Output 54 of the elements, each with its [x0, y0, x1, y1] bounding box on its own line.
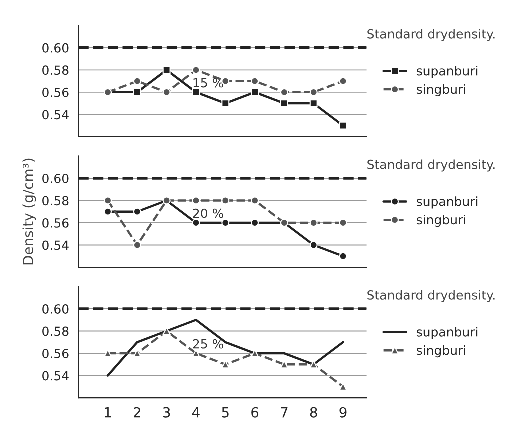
y-tick-label: 0.58: [42, 326, 69, 336]
y-tick-label: 0.56: [42, 88, 69, 98]
y-tick-label: 0.58: [42, 196, 69, 206]
point: [104, 208, 112, 216]
y-tick-label: 0.60: [42, 304, 69, 314]
x-tick-label: 8: [310, 407, 318, 418]
point: [192, 88, 200, 96]
annotation: 15 %: [194, 78, 224, 88]
y-tick-label: 0.58: [42, 66, 69, 76]
point: [104, 196, 112, 205]
point: [339, 77, 348, 86]
y-axis-title: Density (g/cm³): [22, 158, 36, 265]
y-tick-label: 0.56: [42, 218, 69, 228]
y-tick-label: 0.60: [42, 174, 69, 184]
x-tick-label: 6: [252, 407, 259, 418]
point: [222, 196, 230, 205]
annotation: 25 %: [193, 339, 224, 349]
y-tick-label: 0.60: [42, 43, 69, 53]
x-tick-label: 5: [222, 407, 229, 418]
legend-label: supanburi: [416, 196, 478, 209]
x-tick-label: 4: [192, 407, 200, 418]
y-tick-label: 0.54: [42, 371, 69, 381]
point: [133, 88, 142, 96]
ref-line-label: Standard drydensity.: [368, 290, 495, 302]
x-tick-label: 3: [163, 407, 170, 418]
point: [339, 252, 348, 260]
line-series: [106, 319, 344, 377]
point: [339, 122, 348, 130]
point: [133, 77, 142, 86]
legend-label: singburi: [416, 84, 466, 97]
point: [133, 208, 142, 216]
point: [251, 196, 260, 205]
legend-label: singburi: [416, 214, 466, 228]
point: [310, 100, 318, 108]
y-tick-label: 0.54: [42, 240, 69, 250]
legend-label: supanburi: [416, 327, 478, 340]
x-tick-label: 7: [281, 407, 288, 418]
legend-label: supanburi: [416, 66, 478, 78]
x-tick-label: 9: [340, 407, 347, 418]
point: [310, 241, 318, 250]
ref-line-label: Standard drydensity.: [368, 160, 495, 172]
annotation: 20 %: [193, 208, 224, 218]
point: [192, 196, 200, 205]
y-tick-label: 0.56: [42, 349, 69, 358]
point: [192, 66, 200, 74]
ref-line-label: Standard drydensity.: [368, 29, 495, 42]
point: [162, 66, 171, 74]
point: [162, 88, 171, 96]
x-tick-label: 2: [134, 407, 140, 418]
legend-label: singburi: [416, 346, 466, 358]
point: [192, 218, 200, 227]
y-tick-label: 0.54: [42, 110, 69, 120]
point: [133, 241, 142, 250]
x-tick-label: 1: [105, 407, 112, 418]
